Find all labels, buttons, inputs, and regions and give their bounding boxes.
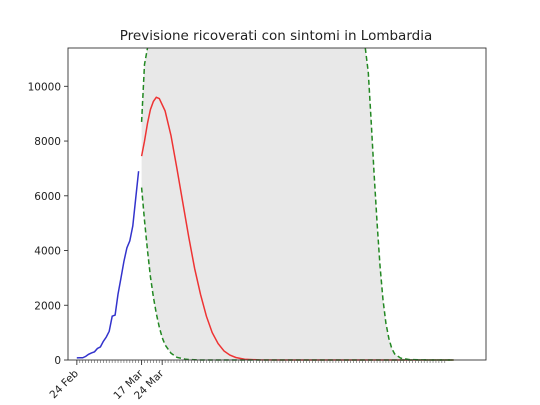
y-tick-label: 10000 (28, 81, 61, 93)
y-tick-label: 4000 (34, 246, 61, 258)
y-tick-label: 0 (54, 355, 61, 367)
chart-title: Previsione ricoverati con sintomi in Lom… (120, 28, 433, 44)
confidence-band-layer (141, 48, 431, 360)
y-tick-label: 8000 (34, 136, 61, 148)
series-line-0 (76, 171, 140, 359)
confidence-band (141, 48, 431, 360)
series-line-3 (364, 47, 454, 361)
x-tick-label: 24 Feb (48, 367, 82, 401)
y-tick-label: 6000 (34, 191, 61, 203)
series-line-2 (140, 47, 149, 122)
series-line-4 (140, 187, 454, 361)
series-line-1 (140, 96, 454, 361)
y-tick-label: 2000 (34, 300, 61, 312)
series-layer (76, 47, 454, 361)
